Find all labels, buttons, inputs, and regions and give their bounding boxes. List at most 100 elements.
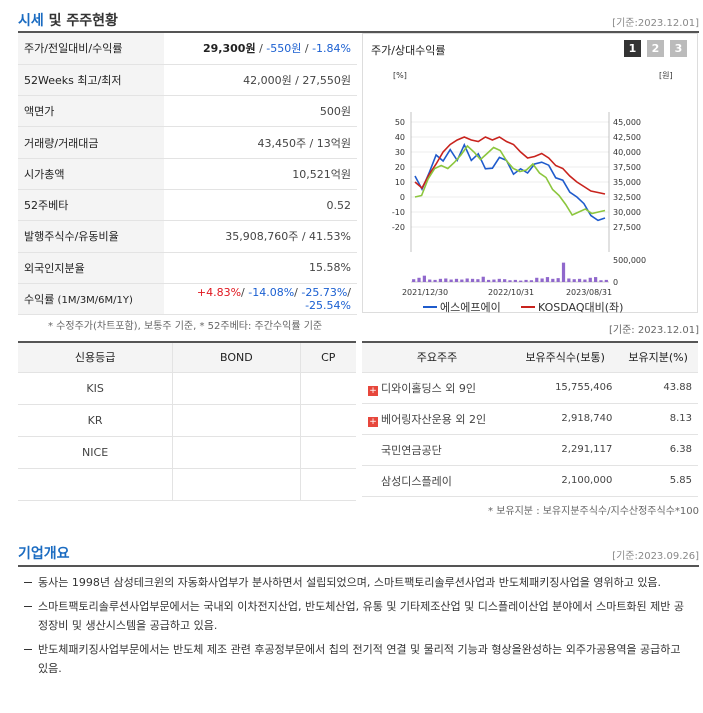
left-tick-label: -10 [392,208,405,217]
info-row: 거래량/거래대금 43,450주 / 13억원 [18,126,357,159]
credit-cell [172,467,301,501]
volume-bar [594,277,598,282]
left-tick-label: -20 [392,223,405,232]
overview-item: 반도체패키징사업부문에서는 반도체 제조 관련 후공정부문에서 칩의 전기적 연… [22,640,692,678]
info-value: 500원 [164,95,357,128]
market-section-title: 시세 및 주주현황 [18,10,118,30]
volume-bar [438,278,443,282]
right-unit-label: [원] [659,71,673,80]
volume-bar [535,277,539,282]
series-line-3 [414,144,606,217]
return-6m: -25.73% [301,286,348,300]
credit-row: NICE [18,435,356,469]
info-value: +4.83%/ -14.08%/ -25.73%/ -25.54% [164,283,357,316]
left-tick-label: 0 [400,193,405,202]
holder-row: 국민연금공단 2,291,117 6.38 [362,434,698,466]
x-tick-label: 2023/08/31 [566,288,612,297]
volume-bar [412,279,416,282]
right-tick-label: 27,500 [613,223,641,232]
volume-bar [454,278,459,282]
sep: / [241,286,249,300]
info-row: 주가/전일대비/수익률 29,300원 / -550원 / -1.84% [18,33,357,65]
volume-bar [556,278,560,282]
volume-bar [599,280,603,282]
return-label: 수익률 [24,293,55,307]
chart-tabs: 1 2 3 [624,40,687,57]
holder-row: + 디와이홀딩스 외 9인 15,755,406 43.88 [362,372,698,404]
credit-cell [172,435,301,469]
info-label: 수익률 (1M/3M/6M/1Y) [18,283,164,316]
credit-col-header: BOND [172,342,301,373]
left-tick-label: 50 [395,118,405,127]
overview-title: 기업개요 [18,546,70,562]
return-1m: +4.83% [196,286,242,300]
info-label: 주가/전일대비/수익률 [18,33,164,65]
left-unit-label: [%] [393,71,407,80]
volume-bar [583,279,587,282]
return-3m: -14.08% [248,286,295,300]
volume-bar [460,279,464,282]
expand-plus-icon[interactable]: + [368,385,378,396]
return-1y: -25.54% [305,299,351,313]
info-row: 52Weeks 최고/최저 42,000원 / 27,550원 [18,64,357,97]
market-footnote: * 수정주가(차트포함), 보통주 기준, * 52주베타: 주간수익률 기준 [48,321,323,332]
volume-bar [604,279,608,282]
volume-bar [497,278,501,282]
market-section-header: 시세 및 주주현황 [기준:2023.12.01] [18,10,703,32]
holders-col-header: 보유지분(%) [618,342,698,373]
overview-item: 스마트팩토리솔루션사업부문에서는 국내외 이차전지산업, 반도체산업, 유통 및… [22,597,692,635]
holder-shares: 15,755,406 [512,372,619,404]
credit-col-header: 신용등급 [18,342,174,373]
volume-bar [422,275,426,282]
price-chart-panel: 주가/상대수익률 1 2 3 [%] [원] 50 40 30 20 10 0 -10 -20 45… [362,33,698,314]
right-tick-label: 37,500 [613,163,641,172]
volume-bar [540,278,544,282]
right-tick-label: 30,000 [613,208,641,217]
chart-title: 주가/상대수익률 [371,44,446,57]
credit-cell [172,371,301,405]
volume-bar [503,279,507,282]
expand-plus-icon[interactable]: + [368,416,378,427]
info-label: 시가총액 [18,158,164,190]
right-tick-label: 32,500 [613,193,641,202]
holder-shares: 2,918,740 [512,403,619,435]
info-label: 52주베타 [18,189,164,222]
shareholders-table: 주요주주 보유주식수(보통) 보유지분(%) + 디와이홀딩스 외 9인 15,7… [362,341,698,497]
info-label: 거래량/거래대금 [18,126,164,159]
volume-bar [519,280,523,282]
credit-cell [172,403,301,437]
right-tick-label: 45,000 [613,118,641,127]
holder-name-cell[interactable]: + 디와이홀딩스 외 9인 [362,372,512,404]
volume-bar [465,278,469,282]
volume-bar [486,279,491,282]
holder-name-cell[interactable]: + 베어링자산운용 외 2인 [362,403,512,435]
right-tick-label: 35,000 [613,178,641,187]
info-row: 시가총액 10,521억원 [18,158,357,190]
holder-pct: 5.85 [618,465,698,497]
x-tick-label: 2021/12/30 [402,288,448,297]
info-value: 43,450주 / 13억원 [164,126,357,159]
info-label: 52Weeks 최고/최저 [18,64,164,97]
change: -550원 [266,42,302,56]
holder-pct: 8.13 [618,403,698,435]
section-divider [18,565,699,567]
info-label: 액면가 [18,95,164,128]
series-line-2 [414,136,606,195]
chart-tab-3[interactable]: 3 [670,40,687,57]
volume-zero-label: 0 [613,278,618,287]
volume-bar [433,279,437,282]
market-date: [기준:2023.12.01] [612,18,699,29]
volume-bar [470,278,475,282]
holder-name: 디와이홀딩스 외 9인 [381,381,476,395]
credit-cell [299,371,356,405]
info-value: 29,300원 / -550원 / -1.84% [164,33,357,65]
holders-header-row: 주요주주 보유주식수(보통) 보유지분(%) [362,342,698,373]
volume-tick-label: 500,000 [613,256,646,265]
volume-bar [481,276,485,282]
volume-bar [551,278,555,282]
chart-tab-2[interactable]: 2 [647,40,664,57]
holder-name-cell: 삼성디스플레이 [362,465,512,497]
right-tick-label: 42,500 [613,133,641,142]
chart-tab-1[interactable]: 1 [624,40,641,57]
holder-row: + 베어링자산운용 외 2인 2,918,740 8.13 [362,403,698,435]
